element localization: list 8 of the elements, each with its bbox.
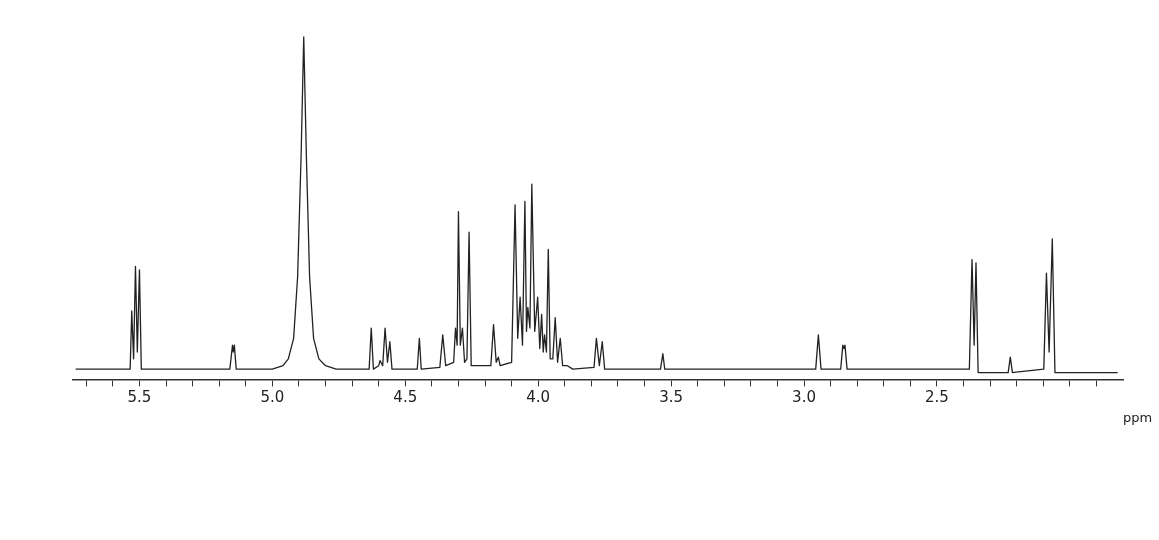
x-tick-label: 5.0 [260, 388, 285, 407]
x-tick-label: 3.0 [792, 388, 816, 407]
x-tick-label: 5.5 [127, 388, 152, 407]
x-tick-label: 4.0 [526, 388, 551, 407]
x-tick-label: 2.5 [924, 388, 949, 407]
x-tick-label: 3.5 [659, 388, 684, 407]
x-tick-label: 4.5 [393, 388, 418, 407]
x-axis-title: ppm [1123, 409, 1153, 425]
